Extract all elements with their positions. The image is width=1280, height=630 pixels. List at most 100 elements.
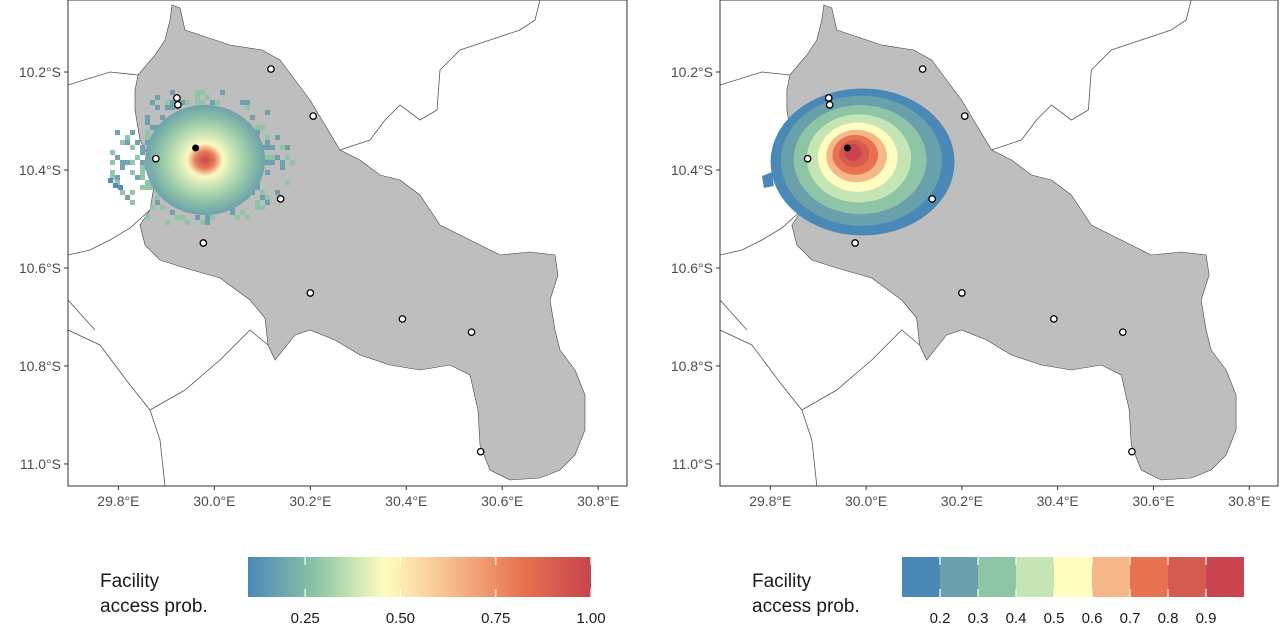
- access-cell: [110, 160, 115, 165]
- facility: [151, 154, 160, 163]
- y-tick-label: 11.0°S: [20, 456, 61, 472]
- facility: [174, 100, 182, 109]
- access-cell: [170, 105, 175, 110]
- access-cell: [160, 115, 165, 120]
- border-line: [991, 0, 1192, 151]
- x-tick-label: 30.6°E: [481, 493, 523, 509]
- access-cell: [170, 90, 175, 95]
- access-cell: [185, 220, 190, 225]
- facility: [851, 239, 859, 247]
- border-line: [68, 329, 166, 486]
- x-tick-label: 29.8°E: [749, 493, 791, 509]
- border-line: [720, 209, 803, 256]
- access-cell: [140, 160, 145, 165]
- access-cell: [285, 155, 290, 160]
- access-cell: [275, 190, 280, 195]
- access-cell: [170, 210, 175, 215]
- access-cell: [270, 155, 275, 160]
- access-cell: [180, 100, 185, 105]
- border-line: [720, 71, 790, 86]
- access-cell: [115, 180, 120, 185]
- facility: [398, 315, 407, 323]
- access-cell: [275, 155, 280, 160]
- y-tick-label: 10.4°S: [19, 162, 61, 178]
- access-cell: [113, 183, 118, 188]
- access-cell: [150, 100, 155, 105]
- y-tick-label: 10.6°S: [671, 260, 713, 276]
- access-cell: [145, 140, 150, 145]
- access-cell: [285, 145, 290, 150]
- facility: [1118, 328, 1127, 337]
- access-cell: [280, 165, 285, 170]
- access-cell: [135, 140, 140, 145]
- access-cell: [245, 100, 250, 105]
- access-cell: [265, 200, 270, 205]
- x-tick-label: 30.0°E: [845, 493, 887, 509]
- access-cell: [120, 165, 125, 170]
- access-cell: [145, 115, 150, 120]
- access-cell: [160, 205, 165, 210]
- access-cell: [130, 170, 135, 175]
- access-cell: [155, 105, 160, 110]
- legend-tick-label: 0.25: [291, 610, 320, 625]
- x-tick-label: 30.8°E: [577, 493, 619, 509]
- legend-tick-label: 1.00: [576, 610, 605, 625]
- access-cell: [270, 145, 275, 150]
- access-cell: [130, 145, 135, 150]
- access-cell: [260, 195, 265, 200]
- access-cell: [155, 95, 160, 100]
- access-cell: [140, 185, 145, 190]
- access-cell: [150, 125, 155, 130]
- access-cell: [140, 150, 145, 155]
- x-tick-label: 30.4°E: [385, 493, 427, 509]
- access-cell: [165, 100, 170, 105]
- access-cell: [145, 120, 150, 125]
- border-line: [801, 329, 920, 411]
- access-cell: [150, 205, 155, 210]
- access-cell: [265, 110, 270, 115]
- legend-bin: [940, 557, 978, 597]
- legend-bin: [1016, 557, 1054, 597]
- map-layer: [720, 0, 1237, 486]
- x-tick-label: 30.4°E: [1037, 493, 1079, 509]
- x-tick-label: 30.0°E: [193, 493, 235, 509]
- access-cell: [280, 145, 285, 150]
- access-cell: [275, 135, 280, 140]
- access-cell: [210, 215, 215, 220]
- access-cell: [108, 178, 113, 183]
- access-cell: [255, 205, 260, 210]
- y-tick-label: 10.4°S: [671, 162, 713, 178]
- legend-tick-label: 0.7: [1120, 610, 1141, 625]
- access-cell: [250, 115, 255, 120]
- access-cell: [255, 125, 260, 130]
- map-panel: [720, 0, 1237, 486]
- access-cell: [135, 175, 140, 180]
- access-cell: [130, 200, 135, 205]
- access-cell: [155, 195, 160, 200]
- access-cell: [118, 185, 123, 190]
- access-cell: [120, 160, 125, 165]
- legend-tick-label: 0.3: [968, 610, 989, 625]
- legend-bin: [1206, 557, 1244, 597]
- legend-tick-label: 0.2: [930, 610, 951, 625]
- access-cell: [120, 140, 125, 145]
- access-cell: [240, 100, 245, 105]
- facility: [1049, 315, 1058, 323]
- border-line: [149, 329, 269, 411]
- facility: [918, 65, 927, 73]
- facility: [199, 239, 208, 247]
- x-tick-label: 30.6°E: [1132, 493, 1174, 509]
- facility: [276, 195, 285, 203]
- access-surface: [108, 90, 295, 225]
- access-cell: [140, 145, 145, 150]
- access-cell: [115, 130, 120, 135]
- legend-tick-label: 0.50: [386, 610, 415, 625]
- legend-tick-label: 0.75: [481, 610, 510, 625]
- access-cell: [145, 215, 150, 220]
- y-tick-label: 10.8°S: [671, 358, 713, 374]
- border-line: [68, 71, 139, 86]
- access-cell: [265, 140, 270, 145]
- border-line: [68, 299, 96, 331]
- access-cell: [200, 100, 205, 105]
- legend-title: Facility: [752, 571, 812, 592]
